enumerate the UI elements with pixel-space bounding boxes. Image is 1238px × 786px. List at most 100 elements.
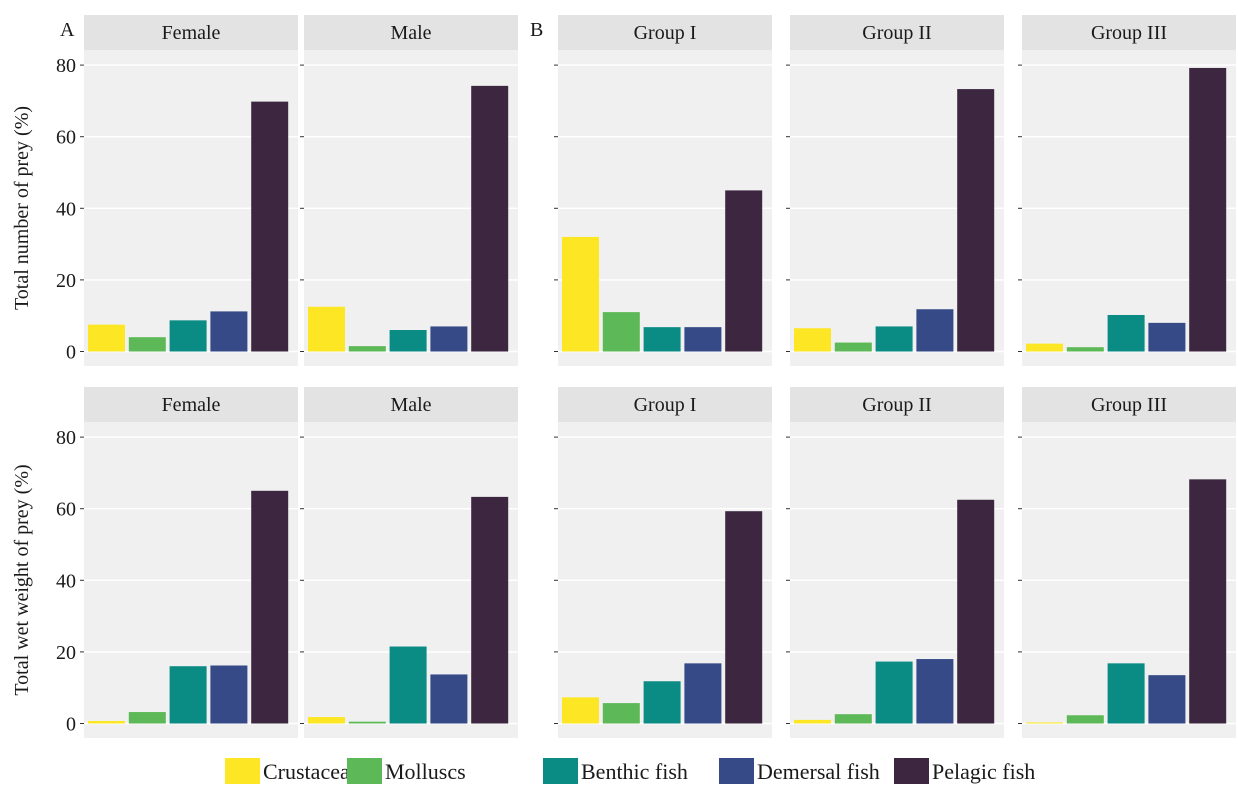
facet-strip-label: Female bbox=[162, 22, 221, 44]
legend-label: Demersal fish bbox=[757, 759, 880, 784]
facet-strip-label: Group III bbox=[1091, 22, 1167, 44]
bar-pelagic-fish bbox=[957, 499, 995, 724]
facet-strip-label: Group III bbox=[1091, 394, 1167, 416]
y-axis-title-number: Total number of prey (%) bbox=[11, 106, 33, 310]
bar-demersal-fish bbox=[1148, 675, 1186, 724]
bar-pelagic-fish bbox=[957, 89, 995, 352]
bar-demersal-fish bbox=[684, 327, 722, 352]
bar-demersal-fish bbox=[916, 659, 954, 724]
bar-crustaceans bbox=[308, 717, 345, 724]
y-tick-label: 80 bbox=[56, 55, 76, 77]
bar-demersal-fish bbox=[1148, 322, 1186, 352]
y-tick-label: 60 bbox=[56, 499, 76, 521]
legend-item-pelagic-fish: Pelagic fish bbox=[894, 758, 1035, 784]
legend-item-demersal-fish: Demersal fish bbox=[719, 758, 880, 784]
panel-label-b: B bbox=[530, 19, 543, 41]
bar-benthic-fish bbox=[875, 326, 913, 352]
facet-strip bbox=[304, 15, 518, 50]
legend-swatch bbox=[894, 758, 929, 784]
facet-strip bbox=[790, 387, 1004, 422]
facet-strip bbox=[84, 387, 298, 422]
legend-item-molluscs: Molluscs bbox=[347, 758, 466, 784]
facet-strip bbox=[790, 15, 1004, 50]
bar-demersal-fish bbox=[916, 309, 954, 352]
facet-strip bbox=[558, 387, 772, 422]
bar-benthic-fish bbox=[389, 330, 427, 352]
bar-pelagic-fish bbox=[1189, 67, 1227, 352]
bar-benthic-fish bbox=[169, 666, 207, 724]
bar-benthic-fish bbox=[643, 327, 681, 352]
legend-swatch bbox=[225, 758, 260, 784]
bar-pelagic-fish bbox=[251, 490, 289, 724]
facet-strip bbox=[304, 387, 518, 422]
bar-demersal-fish bbox=[684, 663, 722, 724]
bar-demersal-fish bbox=[430, 674, 468, 724]
legend-label: Molluscs bbox=[385, 759, 466, 784]
legend-swatch bbox=[347, 758, 382, 784]
bar-demersal-fish bbox=[210, 665, 248, 724]
bar-molluscs bbox=[834, 342, 872, 352]
y-tick-label: 60 bbox=[56, 127, 76, 149]
facet-strip bbox=[1022, 15, 1236, 50]
facet-strip-label: Male bbox=[390, 394, 431, 416]
bar-molluscs bbox=[348, 721, 386, 724]
facet-strip bbox=[84, 15, 298, 50]
y-axis-title-weight: Total wet weight of prey (%) bbox=[11, 464, 33, 695]
bar-benthic-fish bbox=[1107, 314, 1145, 352]
legend-label: Pelagic fish bbox=[932, 759, 1035, 784]
bar-crustaceans bbox=[562, 236, 599, 352]
bar-benthic-fish bbox=[1107, 663, 1145, 724]
bar-crustaceans bbox=[562, 697, 599, 724]
bar-molluscs bbox=[1066, 715, 1104, 724]
bar-molluscs bbox=[128, 337, 166, 352]
y-tick-label: 80 bbox=[56, 427, 76, 449]
bar-pelagic-fish bbox=[471, 496, 509, 724]
y-tick-label: 0 bbox=[66, 714, 76, 736]
legend-item-benthic-fish: Benthic fish bbox=[543, 758, 688, 784]
facet-number-male: Male bbox=[300, 15, 518, 366]
bar-pelagic-fish bbox=[251, 101, 289, 352]
bar-molluscs bbox=[834, 714, 872, 724]
y-tick-label: 40 bbox=[56, 570, 76, 592]
y-tick-label: 20 bbox=[56, 642, 76, 664]
facet-strip bbox=[558, 15, 772, 50]
bar-pelagic-fish bbox=[1189, 479, 1227, 724]
facet-weight-group-i: Group I bbox=[554, 387, 772, 738]
facet-weight-male: Male bbox=[300, 387, 518, 738]
bar-demersal-fish bbox=[210, 311, 248, 352]
bar-pelagic-fish bbox=[725, 190, 763, 352]
facet-number-group-ii: Group II bbox=[786, 15, 1004, 366]
facet-weight-female: Female bbox=[80, 387, 298, 738]
legend-swatch bbox=[543, 758, 578, 784]
bar-crustaceans bbox=[308, 306, 345, 352]
legend-label: Benthic fish bbox=[581, 759, 688, 784]
facet-strip-label: Group II bbox=[862, 394, 931, 416]
bar-crustaceans bbox=[794, 328, 831, 352]
y-tick-label: 0 bbox=[66, 342, 76, 364]
bar-crustaceans bbox=[88, 720, 125, 724]
y-tick-label: 40 bbox=[56, 198, 76, 220]
facet-weight-group-ii: Group II bbox=[786, 387, 1004, 738]
bar-molluscs bbox=[348, 346, 386, 352]
bar-benthic-fish bbox=[389, 646, 427, 724]
bar-molluscs bbox=[128, 712, 166, 724]
facet-strip-label: Female bbox=[162, 394, 221, 416]
facet-strip-label: Group II bbox=[862, 22, 931, 44]
bar-benthic-fish bbox=[643, 681, 681, 724]
bar-pelagic-fish bbox=[725, 511, 763, 724]
facet-strip bbox=[1022, 387, 1236, 422]
bar-crustaceans bbox=[88, 324, 125, 352]
bar-crustaceans bbox=[794, 719, 831, 724]
bar-molluscs bbox=[602, 312, 640, 352]
bar-molluscs bbox=[602, 703, 640, 724]
facet-strip-label: Group I bbox=[634, 22, 697, 44]
facet-strip-label: Male bbox=[390, 22, 431, 44]
facet-strip-label: Group I bbox=[634, 394, 697, 416]
bar-molluscs bbox=[1066, 347, 1104, 352]
legend-swatch bbox=[719, 758, 754, 784]
bar-crustaceans bbox=[1026, 343, 1063, 352]
legend: Crustaceans Molluscs Benthic fish Demersal … bbox=[225, 758, 1035, 784]
bar-benthic-fish bbox=[169, 320, 207, 352]
bar-demersal-fish bbox=[430, 326, 468, 352]
